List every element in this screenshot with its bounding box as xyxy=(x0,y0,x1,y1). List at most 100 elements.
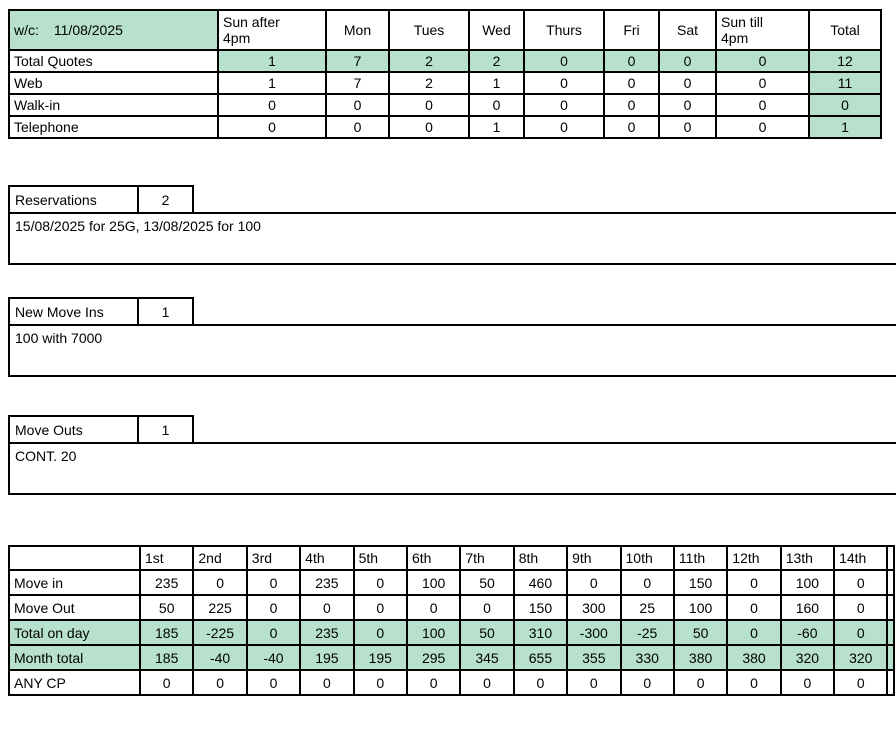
cell-total[interactable]: 0 xyxy=(808,93,882,117)
cell[interactable]: 300 xyxy=(566,594,622,621)
cell[interactable]: 0 xyxy=(523,115,605,139)
cell[interactable]: 0 xyxy=(726,619,782,646)
cell[interactable]: 655 xyxy=(512,644,569,671)
cell[interactable]: 0 xyxy=(603,115,660,139)
cell[interactable]: 0 xyxy=(352,619,408,646)
cell[interactable]: 0 xyxy=(523,49,605,73)
move-outs-count[interactable]: 1 xyxy=(139,415,194,444)
cell[interactable]: 0 xyxy=(512,669,569,696)
cell[interactable]: 50 xyxy=(459,619,515,646)
reservations-note[interactable]: 15/08/2025 for 25G, 13/08/2025 for 100 xyxy=(8,212,896,265)
cell-total[interactable]: 12 xyxy=(808,49,882,73)
cell[interactable]: 0 xyxy=(388,115,470,139)
cell[interactable]: 1 xyxy=(468,71,525,95)
cell[interactable]: 7 xyxy=(325,49,390,73)
cell[interactable]: 310 xyxy=(512,619,569,646)
cell[interactable]: 0 xyxy=(833,594,889,621)
new-move-ins-note[interactable]: 100 with 7000 xyxy=(8,324,896,377)
cell[interactable]: 0 xyxy=(715,93,810,117)
cell[interactable]: 25 xyxy=(619,594,675,621)
cell[interactable]: 50 xyxy=(138,594,195,621)
cell[interactable]: 235 xyxy=(299,619,355,646)
cell[interactable]: 355 xyxy=(566,644,622,671)
cell[interactable]: 0 xyxy=(726,669,782,696)
cell[interactable]: 50 xyxy=(459,569,515,596)
cell[interactable]: 0 xyxy=(217,93,327,117)
cell[interactable]: 195 xyxy=(352,644,408,671)
cell[interactable]: 0 xyxy=(833,569,889,596)
cell[interactable]: 380 xyxy=(672,644,729,671)
cell[interactable]: 50 xyxy=(672,619,729,646)
cell[interactable]: 0 xyxy=(245,594,302,621)
cell[interactable]: -300 xyxy=(566,619,622,646)
cell-total[interactable]: 1 xyxy=(808,115,882,139)
cell[interactable]: 235 xyxy=(299,569,355,596)
cell-total[interactable]: 11 xyxy=(808,71,882,95)
cell[interactable]: -60 xyxy=(779,619,836,646)
cell[interactable]: 100 xyxy=(779,569,836,596)
reservations-count[interactable]: 2 xyxy=(139,185,194,214)
cell[interactable]: 0 xyxy=(523,71,605,95)
cell[interactable]: 0 xyxy=(299,594,355,621)
cell[interactable]: 0 xyxy=(658,115,717,139)
cell[interactable]: 7 xyxy=(325,71,390,95)
cell[interactable]: 330 xyxy=(619,644,675,671)
cell[interactable]: 460 xyxy=(512,569,569,596)
cell[interactable]: 160 xyxy=(779,594,836,621)
cell[interactable]: 0 xyxy=(245,569,302,596)
cell[interactable]: 0 xyxy=(726,569,782,596)
cell[interactable]: 1 xyxy=(468,115,525,139)
cell[interactable]: 0 xyxy=(192,669,248,696)
cell[interactable]: 0 xyxy=(352,669,408,696)
cell[interactable]: -40 xyxy=(245,644,302,671)
cell[interactable]: 0 xyxy=(192,569,248,596)
cell[interactable]: 0 xyxy=(619,569,675,596)
cell[interactable]: 0 xyxy=(217,115,327,139)
cell[interactable]: 0 xyxy=(658,49,717,73)
cell[interactable]: 1 xyxy=(217,49,327,73)
cell[interactable]: 0 xyxy=(619,669,675,696)
cell[interactable]: 100 xyxy=(672,594,729,621)
cell[interactable]: 0 xyxy=(715,49,810,73)
cell[interactable]: 195 xyxy=(299,644,355,671)
cell[interactable]: 0 xyxy=(566,669,622,696)
cell[interactable]: 1 xyxy=(217,71,327,95)
cell[interactable]: 0 xyxy=(299,669,355,696)
cell[interactable]: 0 xyxy=(715,115,810,139)
cell[interactable]: 320 xyxy=(833,644,889,671)
cell[interactable]: 0 xyxy=(658,93,717,117)
cell[interactable]: 0 xyxy=(726,594,782,621)
cell[interactable]: 0 xyxy=(833,619,889,646)
move-outs-note[interactable]: CONT. 20 xyxy=(8,442,896,495)
cell[interactable]: 225 xyxy=(192,594,248,621)
cell[interactable]: 0 xyxy=(138,669,195,696)
cell[interactable]: 0 xyxy=(352,569,408,596)
cell[interactable]: 320 xyxy=(779,644,836,671)
cell[interactable]: 0 xyxy=(405,594,462,621)
cell[interactable]: 0 xyxy=(388,93,470,117)
cell[interactable]: 2 xyxy=(388,49,470,73)
cell[interactable]: 0 xyxy=(566,569,622,596)
cell[interactable]: 0 xyxy=(672,669,729,696)
cell[interactable]: 0 xyxy=(459,669,515,696)
cell[interactable]: 0 xyxy=(779,669,836,696)
cell[interactable]: 0 xyxy=(245,619,302,646)
cell[interactable]: 185 xyxy=(138,644,195,671)
cell[interactable]: 100 xyxy=(405,569,462,596)
cell[interactable]: 380 xyxy=(726,644,782,671)
cell[interactable]: 150 xyxy=(672,569,729,596)
cell[interactable]: 0 xyxy=(715,71,810,95)
cell[interactable]: 0 xyxy=(833,669,889,696)
cell[interactable]: -25 xyxy=(619,619,675,646)
cell[interactable]: 295 xyxy=(405,644,462,671)
cell[interactable]: 185 xyxy=(138,619,195,646)
cell[interactable]: 0 xyxy=(405,669,462,696)
cell[interactable]: 0 xyxy=(325,115,390,139)
cell[interactable]: 0 xyxy=(245,669,302,696)
cell[interactable]: 2 xyxy=(388,71,470,95)
cell[interactable]: 0 xyxy=(658,71,717,95)
cell[interactable]: 0 xyxy=(459,594,515,621)
cell[interactable]: 0 xyxy=(468,93,525,117)
new-move-ins-count[interactable]: 1 xyxy=(139,297,194,326)
cell[interactable]: 0 xyxy=(603,71,660,95)
